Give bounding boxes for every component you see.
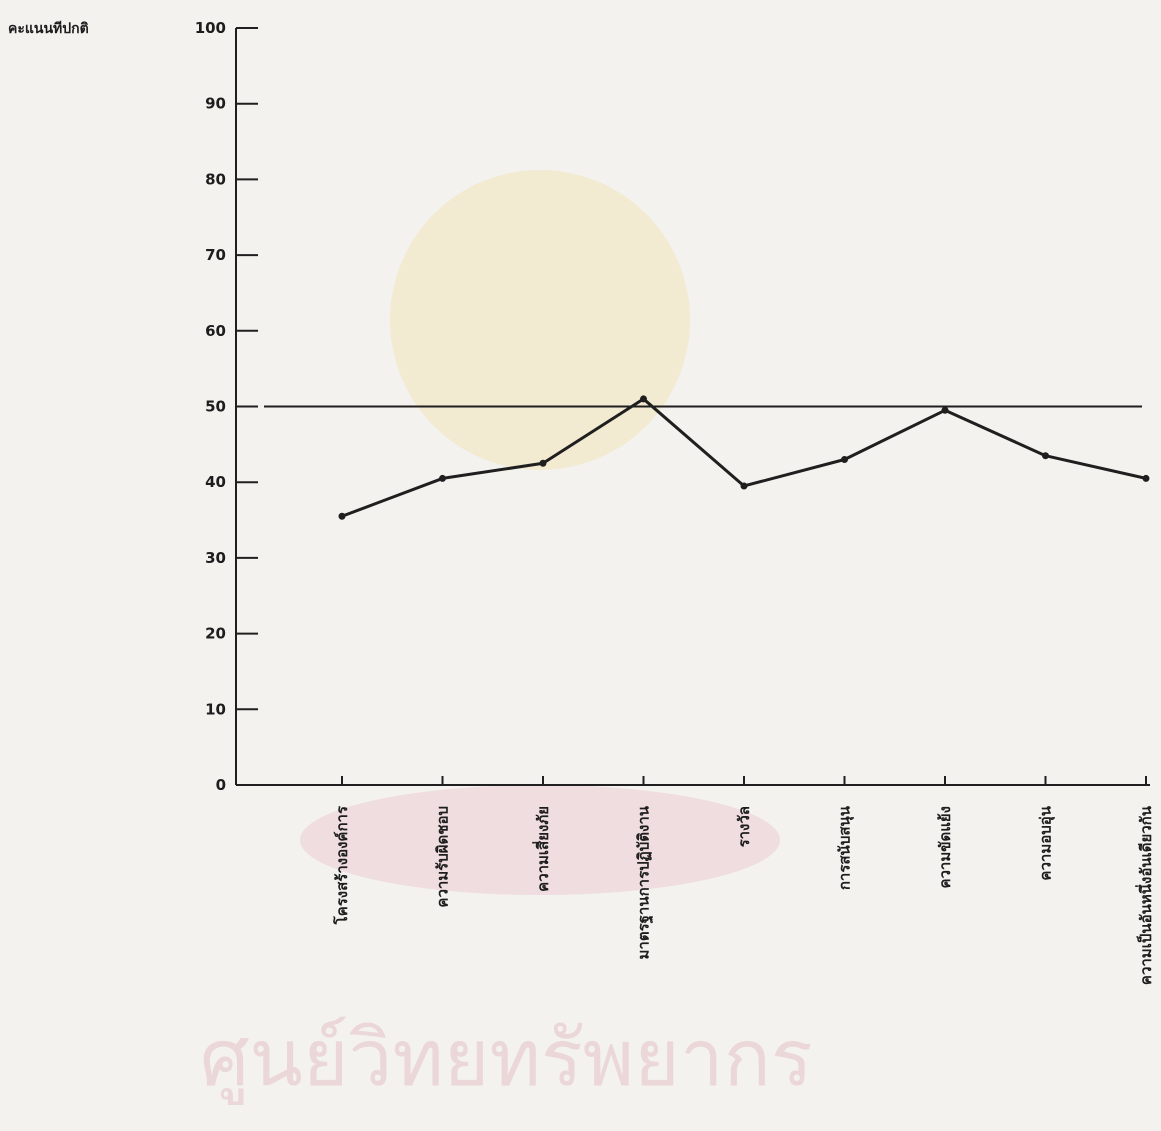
data-point bbox=[1042, 452, 1049, 460]
y-tick-label: 40 bbox=[205, 473, 226, 491]
category-labels: โครงสร้างองค์การ ความรับผิดชอบ ความเสี่ยงภ… bbox=[332, 805, 1155, 985]
category-label: ความเป็นอันหนึ่งอันเดียวกัน bbox=[1135, 805, 1155, 985]
y-tick-label: 50 bbox=[205, 398, 226, 416]
category-label: การสนับสนุน bbox=[836, 805, 855, 890]
data-point bbox=[740, 482, 748, 490]
y-tick-label: 20 bbox=[205, 625, 226, 643]
category-label: รางวัล bbox=[735, 806, 753, 847]
data-point bbox=[941, 406, 949, 414]
y-tick-label: 70 bbox=[205, 246, 226, 264]
y-tick-label: 90 bbox=[205, 95, 226, 113]
watermark-text: ศูนย์วิทยทรัพยากร bbox=[200, 1014, 813, 1105]
y-tick-label: 0 bbox=[216, 776, 226, 794]
data-point bbox=[640, 395, 647, 403]
y-tick-label: 60 bbox=[205, 322, 226, 340]
series-group bbox=[338, 395, 1150, 520]
category-label: โครงสร้างองค์การ bbox=[332, 805, 351, 925]
y-tick-label: 30 bbox=[205, 549, 226, 567]
category-label: ความเสี่ยงภัย bbox=[532, 806, 552, 892]
watermark: ศูนย์วิทยทรัพยากร bbox=[200, 170, 813, 1105]
data-point bbox=[338, 512, 346, 520]
y-ticks: 0 10 20 30 40 50 60 70 80 90 100 bbox=[195, 19, 258, 794]
data-point bbox=[1142, 474, 1150, 482]
category-label: มาตรฐานการปฏิบัติงาน bbox=[635, 805, 654, 959]
data-point bbox=[539, 459, 547, 467]
x-ticks bbox=[341, 776, 1147, 785]
data-point bbox=[841, 455, 848, 463]
data-point bbox=[439, 474, 446, 482]
y-tick-label: 80 bbox=[205, 170, 226, 188]
y-axis-label: คะแนนทีปกติ bbox=[8, 21, 89, 37]
category-label: ความขัดแย้ง bbox=[936, 806, 954, 889]
y-tick-label: 10 bbox=[205, 700, 226, 718]
category-label: ความรับผิดชอบ bbox=[434, 806, 452, 908]
y-tick-label: 100 bbox=[195, 19, 226, 37]
category-label: ความอบอุ่น bbox=[1037, 805, 1056, 880]
